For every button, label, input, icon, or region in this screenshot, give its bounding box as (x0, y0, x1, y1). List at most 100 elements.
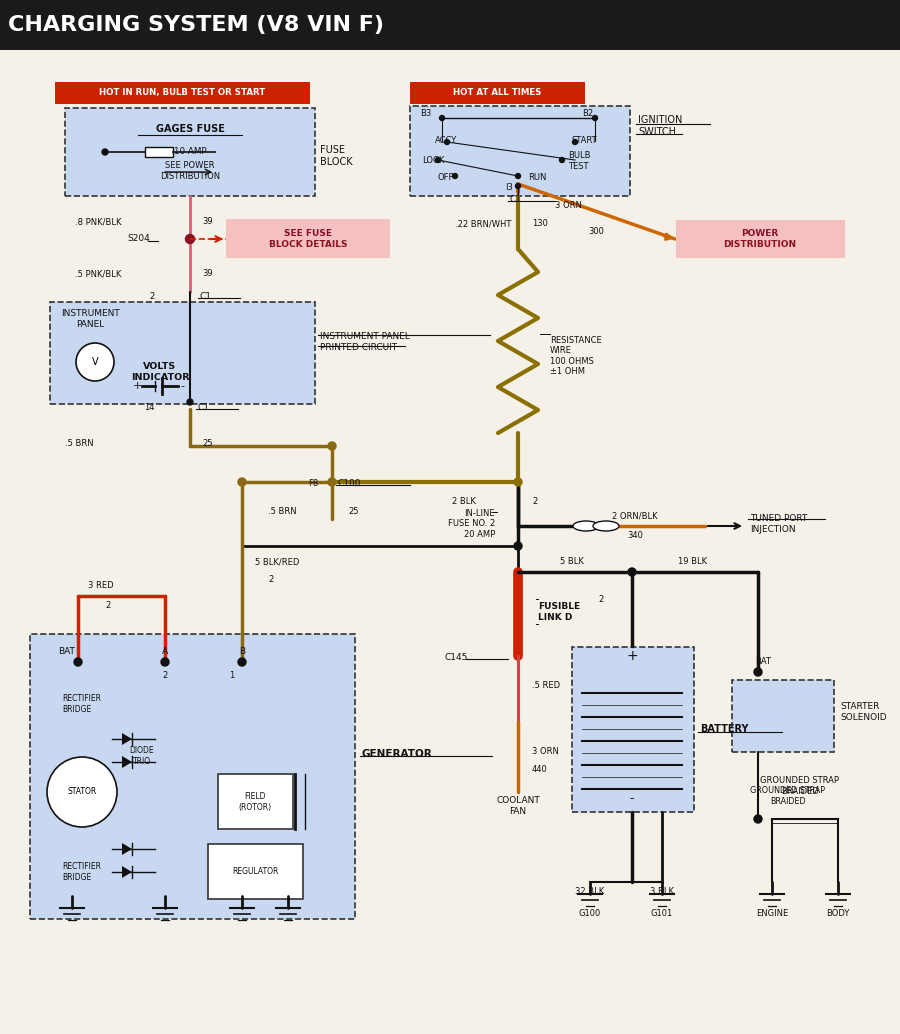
Ellipse shape (593, 521, 619, 531)
Circle shape (516, 174, 520, 179)
Circle shape (185, 235, 194, 243)
Text: BAT: BAT (755, 658, 771, 667)
Text: .8 PNK/BLK: .8 PNK/BLK (75, 217, 122, 226)
FancyBboxPatch shape (676, 220, 845, 258)
FancyBboxPatch shape (55, 82, 310, 104)
Text: FUSIBLE
LINK D: FUSIBLE LINK D (538, 602, 580, 621)
FancyBboxPatch shape (30, 634, 355, 919)
Text: -: - (180, 381, 184, 391)
Text: VOLTS
INDICATOR: VOLTS INDICATOR (130, 362, 189, 382)
Text: INSTRUMENT PANEL
PRINTED CIRCUIT: INSTRUMENT PANEL PRINTED CIRCUIT (320, 332, 410, 352)
Text: RECTIFIER
BRIDGE: RECTIFIER BRIDGE (62, 862, 101, 882)
Text: C1: C1 (510, 195, 522, 205)
FancyBboxPatch shape (226, 219, 390, 258)
Text: IGNITION
SWITCH: IGNITION SWITCH (638, 115, 682, 136)
Text: 340: 340 (627, 531, 643, 541)
Circle shape (102, 149, 108, 155)
Text: DIODE
TRIO: DIODE TRIO (130, 747, 154, 766)
Text: BODY: BODY (826, 910, 850, 918)
Text: GAGES FUSE: GAGES FUSE (156, 124, 224, 134)
Text: 300: 300 (588, 227, 604, 237)
Bar (145, 147, 173, 157)
Text: C100: C100 (338, 480, 362, 488)
Text: C1: C1 (200, 293, 212, 302)
Text: B2: B2 (582, 110, 593, 119)
Text: OFF: OFF (438, 174, 454, 182)
Text: POWER
DISTRIBUTION: POWER DISTRIBUTION (724, 230, 796, 249)
Text: BATTERY: BATTERY (700, 724, 749, 734)
Text: 5 BLK/RED: 5 BLK/RED (255, 557, 300, 567)
Text: G100: G100 (579, 910, 601, 918)
Circle shape (187, 399, 193, 405)
FancyBboxPatch shape (50, 302, 315, 404)
Text: 10 AMP: 10 AMP (174, 148, 206, 156)
Circle shape (560, 157, 564, 162)
Text: CHARGING SYSTEM (V8 VIN F): CHARGING SYSTEM (V8 VIN F) (8, 16, 384, 35)
Text: ACCY: ACCY (435, 136, 457, 146)
Text: 2: 2 (268, 575, 274, 583)
Text: LOCK: LOCK (422, 156, 445, 165)
Text: S204: S204 (127, 235, 150, 243)
Circle shape (328, 442, 336, 450)
Circle shape (436, 157, 440, 162)
Circle shape (592, 116, 598, 121)
Text: SEE FUSE
BLOCK DETAILS: SEE FUSE BLOCK DETAILS (269, 230, 347, 249)
FancyBboxPatch shape (410, 82, 585, 104)
Text: 3 ORN: 3 ORN (555, 202, 582, 211)
Text: C1: C1 (198, 403, 210, 413)
Text: STARTER
SOLENOID: STARTER SOLENOID (840, 702, 886, 722)
Text: RUN: RUN (528, 174, 546, 182)
Text: 19 BLK: 19 BLK (678, 557, 707, 567)
Text: 130: 130 (532, 219, 548, 229)
Text: 2: 2 (598, 595, 603, 604)
Polygon shape (122, 866, 132, 878)
Circle shape (514, 542, 522, 550)
Text: FUSE
BLOCK: FUSE BLOCK (320, 145, 353, 166)
Text: .5 PNK/BLK: .5 PNK/BLK (75, 270, 122, 278)
Text: 25: 25 (202, 439, 212, 449)
Text: .22 BRN/WHT: .22 BRN/WHT (455, 219, 511, 229)
Text: I3: I3 (505, 183, 513, 192)
Circle shape (754, 815, 762, 823)
Circle shape (47, 757, 117, 827)
FancyBboxPatch shape (65, 108, 315, 196)
Text: 440: 440 (532, 764, 548, 773)
Circle shape (328, 478, 336, 486)
Text: IN-LINE
FUSE NO. 2
20 AMP: IN-LINE FUSE NO. 2 20 AMP (448, 509, 495, 539)
Text: 32 BLK: 32 BLK (575, 887, 605, 896)
Text: RESISTANCE
WIRE
100 OHMS
±1 OHM: RESISTANCE WIRE 100 OHMS ±1 OHM (550, 336, 602, 376)
Circle shape (516, 183, 520, 188)
Text: HOT IN RUN, BULB TEST OR START: HOT IN RUN, BULB TEST OR START (99, 89, 266, 97)
Text: COOLANT
FAN: COOLANT FAN (496, 796, 540, 816)
Text: F8: F8 (308, 480, 318, 488)
Text: 3 ORN: 3 ORN (532, 748, 559, 757)
Text: V: V (92, 357, 98, 367)
Circle shape (238, 478, 246, 486)
Circle shape (514, 478, 522, 486)
FancyBboxPatch shape (208, 844, 303, 899)
Polygon shape (122, 843, 132, 855)
Text: 2 BLK: 2 BLK (452, 497, 476, 507)
Text: 39: 39 (202, 217, 212, 226)
Text: 2: 2 (162, 671, 167, 680)
Polygon shape (122, 733, 132, 746)
Text: .5 RED: .5 RED (532, 681, 560, 691)
Text: SEE POWER
DISTRIBUTION: SEE POWER DISTRIBUTION (160, 161, 220, 181)
Circle shape (445, 140, 449, 145)
Text: G101: G101 (651, 910, 673, 918)
Text: A: A (162, 647, 168, 657)
Text: 2 ORN/BLK: 2 ORN/BLK (612, 512, 658, 520)
Ellipse shape (573, 521, 599, 531)
Circle shape (628, 568, 636, 576)
Text: BAT: BAT (58, 647, 75, 657)
Text: 1: 1 (230, 671, 235, 680)
Polygon shape (122, 756, 132, 768)
Text: STATOR: STATOR (68, 788, 96, 796)
Text: INSTRUMENT
PANEL: INSTRUMENT PANEL (60, 309, 120, 329)
Text: +: + (626, 649, 638, 663)
Circle shape (76, 343, 114, 381)
Text: START: START (572, 136, 598, 146)
FancyBboxPatch shape (410, 107, 630, 196)
Text: RECTIFIER
BRIDGE: RECTIFIER BRIDGE (62, 694, 101, 713)
FancyBboxPatch shape (572, 647, 694, 812)
